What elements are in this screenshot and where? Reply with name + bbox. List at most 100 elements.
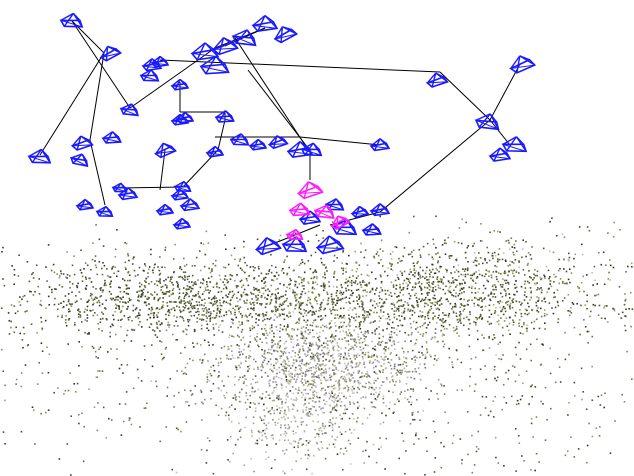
point [91, 293, 93, 296]
point [345, 267, 347, 270]
point [240, 279, 243, 282]
point [239, 298, 241, 301]
point [310, 254, 313, 257]
point [250, 429, 253, 432]
point [324, 394, 327, 396]
trajectory-segment [129, 47, 216, 109]
point [315, 296, 317, 299]
point [111, 267, 113, 269]
point [294, 304, 297, 307]
point [406, 376, 409, 379]
point [377, 361, 380, 363]
point [430, 271, 432, 273]
point [281, 313, 284, 315]
point [608, 271, 610, 274]
point [400, 369, 402, 372]
point [374, 333, 377, 335]
point [329, 421, 331, 424]
point [374, 358, 376, 361]
point [267, 360, 270, 363]
point [244, 360, 247, 362]
point [380, 306, 382, 308]
point [376, 359, 379, 362]
point [253, 277, 256, 279]
point [220, 347, 223, 349]
point [279, 345, 281, 347]
trajectory-segment [182, 149, 219, 188]
point [434, 457, 437, 459]
point [282, 470, 284, 473]
point [183, 265, 186, 267]
camera-frustum-icon [150, 55, 170, 68]
point [1, 251, 3, 253]
point [71, 303, 73, 305]
point [316, 352, 319, 354]
point [349, 319, 351, 321]
point [191, 281, 193, 283]
point [369, 382, 372, 385]
point [156, 327, 159, 329]
point [323, 285, 326, 287]
point [348, 314, 350, 316]
point [459, 438, 462, 440]
point [302, 315, 305, 318]
point [90, 268, 92, 271]
point [342, 387, 345, 390]
point [319, 379, 322, 382]
point [67, 300, 70, 303]
point [333, 373, 335, 376]
point [318, 360, 320, 362]
point [234, 309, 236, 311]
point [377, 305, 379, 307]
point [341, 262, 343, 264]
point [409, 323, 412, 325]
point [328, 397, 331, 400]
point [415, 434, 417, 437]
point [256, 340, 258, 343]
point [407, 304, 410, 306]
point [153, 296, 156, 299]
point [345, 289, 348, 292]
point [386, 289, 389, 292]
point [251, 298, 253, 300]
point [343, 314, 345, 317]
point [298, 373, 301, 375]
point [333, 338, 336, 340]
point [358, 264, 361, 266]
point [281, 384, 283, 387]
point [184, 279, 186, 281]
point [212, 327, 215, 329]
point [305, 362, 308, 365]
point [184, 328, 187, 330]
point [437, 281, 440, 283]
point [329, 394, 332, 397]
point [278, 313, 281, 315]
point [285, 290, 287, 293]
point [398, 315, 400, 317]
point [333, 394, 336, 397]
point [360, 337, 362, 340]
point [210, 374, 213, 377]
point [333, 401, 335, 403]
point [389, 253, 392, 255]
camera-frustum-icon [501, 136, 528, 153]
point [3, 284, 6, 287]
point [396, 398, 399, 400]
point [348, 354, 350, 357]
point [327, 299, 329, 302]
point [286, 273, 288, 276]
point [332, 301, 335, 304]
point [23, 333, 26, 335]
point [138, 282, 141, 284]
point [319, 408, 322, 411]
point [352, 371, 355, 374]
point [285, 374, 287, 376]
camera-frustum-icon [173, 180, 192, 193]
point [329, 411, 332, 414]
point [294, 369, 297, 372]
point [299, 348, 301, 350]
point [239, 324, 241, 326]
highlighted-camera-frustum-icon [288, 202, 311, 217]
